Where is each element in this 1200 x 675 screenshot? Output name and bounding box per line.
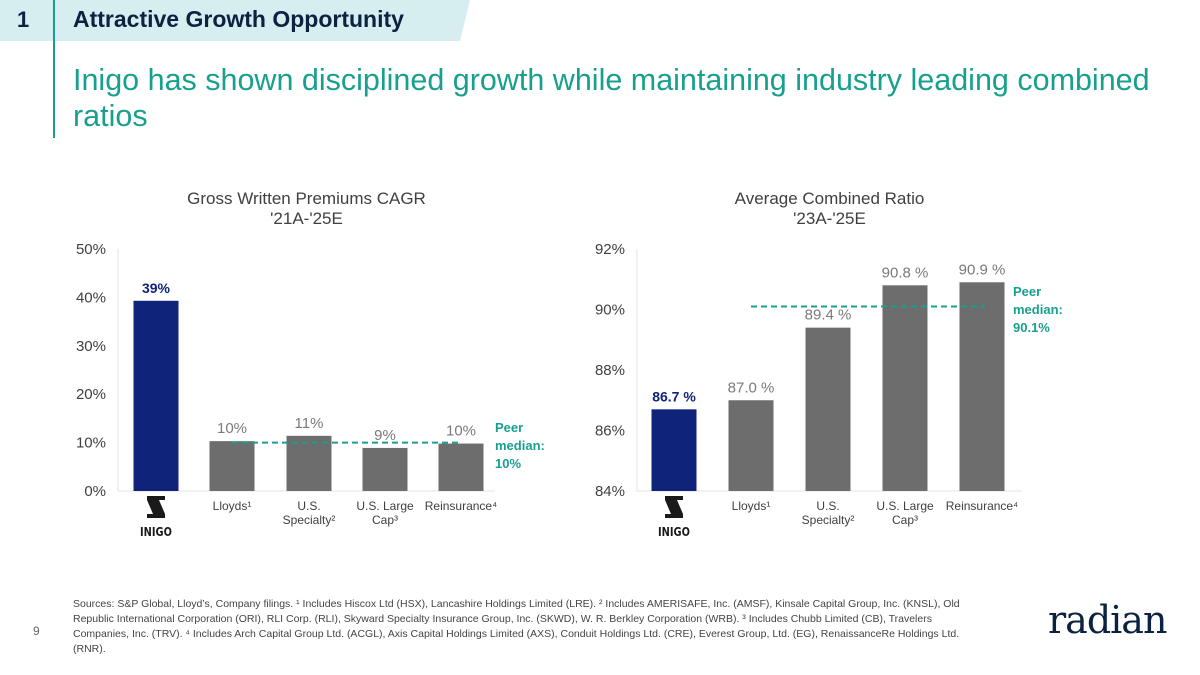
data-label: 39% <box>142 280 171 296</box>
chart-title: '23A-'25E <box>793 209 866 228</box>
inigo-logo-text: INIGO <box>140 525 172 539</box>
inigo-logo-mark <box>147 496 165 518</box>
y-tick-label: 84% <box>595 483 625 500</box>
data-label: 9% <box>374 427 396 444</box>
y-tick-label: 90% <box>595 302 625 319</box>
x-tick-label: Lloyds¹ <box>732 499 771 513</box>
bar-u-s-large-cap- <box>882 285 928 491</box>
radian-logo: radian <box>1048 598 1167 642</box>
section-number: 1 <box>17 7 30 32</box>
y-tick-label: 10% <box>76 435 106 452</box>
peer-median-value: 90.1% <box>1013 320 1050 335</box>
peer-median-label-ratio: Peer median: 90.1% <box>1013 283 1063 337</box>
data-label: 86.7 % <box>652 388 696 404</box>
bar-reinsurance- <box>959 282 1005 491</box>
chart-title: Gross Written Premiums CAGR <box>187 189 426 208</box>
y-tick-label: 40% <box>76 289 106 306</box>
y-tick-label: 0% <box>84 483 106 500</box>
data-label: 87.0 % <box>728 379 775 396</box>
sources-footnote: Sources: S&P Global, Lloyd’s, Company fi… <box>73 598 960 655</box>
peer-median-label-gwp: Peer median: 10% <box>495 419 545 473</box>
peer-median-label-line: Peer <box>1013 284 1042 299</box>
bar-lloyds- <box>728 400 774 491</box>
y-tick-label: 92% <box>595 241 625 258</box>
bar-u-s-specialty- <box>805 327 851 491</box>
combined-ratio-chart: Average Combined Ratio'23A-'25E 84% 86% 88%… <box>595 189 1022 539</box>
data-label: 10% <box>446 423 476 440</box>
bar-u-s-large-cap- <box>362 447 408 491</box>
inigo-logo-text: INIGO <box>658 525 690 539</box>
data-label: 90.9 % <box>959 261 1006 278</box>
bar-inigo <box>133 300 179 491</box>
slide-subtitle: Inigo has shown disciplined growth while… <box>73 63 1150 133</box>
bar-u-s-specialty- <box>286 435 332 491</box>
x-tick-label: U.S. Large <box>356 499 414 513</box>
gwp-cagr-chart: Gross Written Premiums CAGR'21A-'25E 0% 10… <box>76 189 498 539</box>
y-tick-label: 20% <box>76 386 106 403</box>
chart-title: Average Combined Ratio <box>735 189 925 208</box>
x-tick-label: Reinsurance⁴ <box>425 499 498 513</box>
header-divider <box>53 0 55 138</box>
x-tick-label: U.S. <box>297 499 320 513</box>
x-tick-label: Lloyds¹ <box>213 499 252 513</box>
data-label: 11% <box>295 415 324 432</box>
x-tick-label: U.S. <box>816 499 839 513</box>
data-label: 10% <box>217 420 247 437</box>
peer-median-label-line: median: <box>495 438 545 453</box>
inigo-logo-mark <box>665 496 683 518</box>
x-tick-label: Cap³ <box>372 513 398 527</box>
x-tick-label: Cap³ <box>892 513 918 527</box>
bar-inigo <box>651 409 697 491</box>
data-label: 89.4 % <box>805 307 852 324</box>
peer-median-value: 10% <box>495 456 522 471</box>
y-tick-label: 88% <box>595 362 625 379</box>
x-tick-label: U.S. Large <box>876 499 934 513</box>
y-tick-label: 86% <box>595 423 625 440</box>
peer-median-label-line: median: <box>1013 302 1063 317</box>
y-tick-label: 30% <box>76 338 106 355</box>
section-header-band <box>0 0 470 41</box>
x-tick-label: Specialty² <box>802 513 855 527</box>
page-number: 9 <box>33 624 40 638</box>
data-label: 90.8 % <box>882 264 929 281</box>
chart-title: '21A-'25E <box>270 209 343 228</box>
x-tick-label: Reinsurance⁴ <box>946 499 1019 513</box>
peer-median-label-line: Peer <box>495 420 524 435</box>
x-tick-label: Specialty² <box>283 513 336 527</box>
section-title: Attractive Growth Opportunity <box>73 6 404 32</box>
bar-lloyds- <box>209 441 255 491</box>
y-tick-label: 50% <box>76 241 106 258</box>
bar-reinsurance- <box>438 443 484 491</box>
